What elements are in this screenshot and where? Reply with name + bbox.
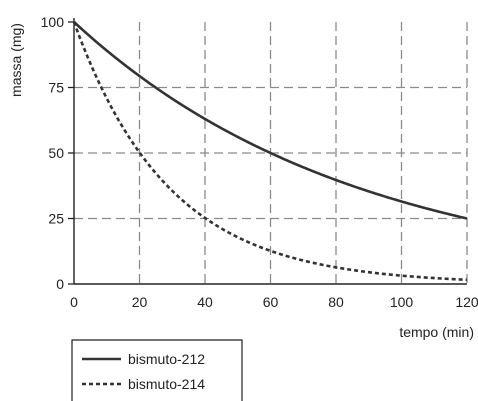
y-tick-label: 50 [48,145,64,161]
x-tick-label: 0 [70,294,78,310]
y-tick-label: 25 [48,211,64,227]
x-tick-label: 40 [197,294,213,310]
y-tick-label: 100 [41,14,65,30]
x-tick-label: 120 [455,294,478,310]
grid-lines [74,22,468,284]
tick-labels: 0 20 40 60 80 100 120 0 25 50 75 100 [41,14,478,310]
legend-label-bismuto-212: bismuto-212 [128,351,205,367]
x-tick-label: 20 [132,294,148,310]
y-tick-label: 75 [48,80,64,96]
legend-label-bismuto-214: bismuto-214 [128,376,205,392]
series-line-bismuto-212 [73,21,468,220]
x-tick-label: 80 [328,294,344,310]
x-tick-label: 60 [263,294,279,310]
legend: bismuto-212 bismuto-214 [71,339,243,401]
y-tick-label: 0 [56,276,64,292]
x-tick-label: 100 [390,294,414,310]
x-axis-label: tempo (min) [399,324,474,340]
legend-frame [71,339,243,401]
series-lines [72,21,468,282]
axes [68,18,467,285]
y-axis-label: massa (mg) [8,23,24,97]
